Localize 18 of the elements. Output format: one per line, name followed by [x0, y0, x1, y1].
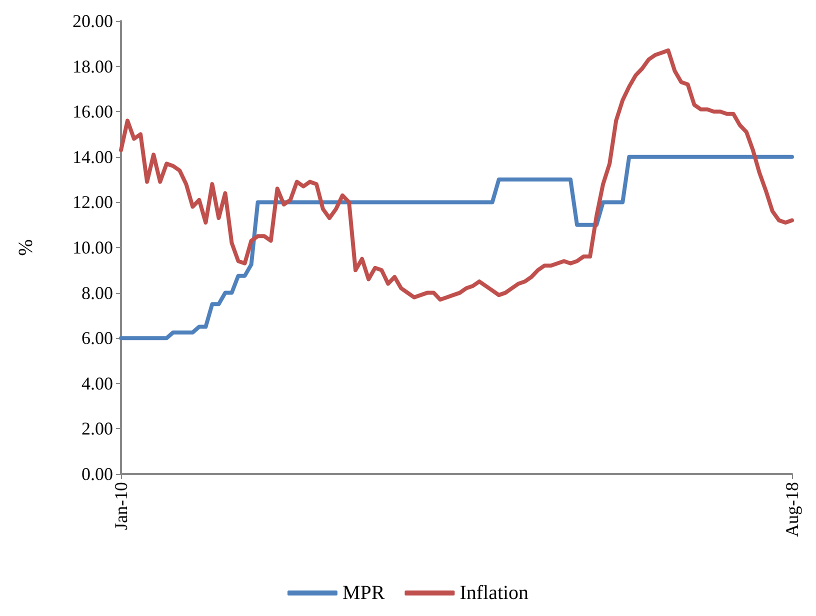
- y-tick-label: 6.00: [82, 328, 113, 348]
- y-axis-title: %: [15, 239, 37, 256]
- legend-label: Inflation: [460, 582, 529, 604]
- line-series: [119, 48, 794, 302]
- y-tick-label: 4.00: [82, 373, 113, 394]
- y-tick-label: 16.00: [72, 102, 113, 122]
- y-tick-label: 18.00: [72, 56, 113, 76]
- y-tick-label: 12.00: [72, 192, 113, 212]
- x-tick-label: Jan-10: [111, 482, 131, 530]
- y-tick-label: 20.00: [72, 11, 113, 31]
- y-tick-label: 14.00: [72, 146, 113, 167]
- line-series: [119, 154, 794, 340]
- x-tick-label: Aug-18: [782, 482, 802, 537]
- legend-label: MPR: [342, 582, 386, 604]
- y-tick-label: 8.00: [82, 282, 113, 303]
- y-tick-label: 0.00: [82, 464, 113, 484]
- y-tick-label: 10.00: [72, 238, 113, 258]
- y-tick-label: 2.00: [82, 418, 113, 439]
